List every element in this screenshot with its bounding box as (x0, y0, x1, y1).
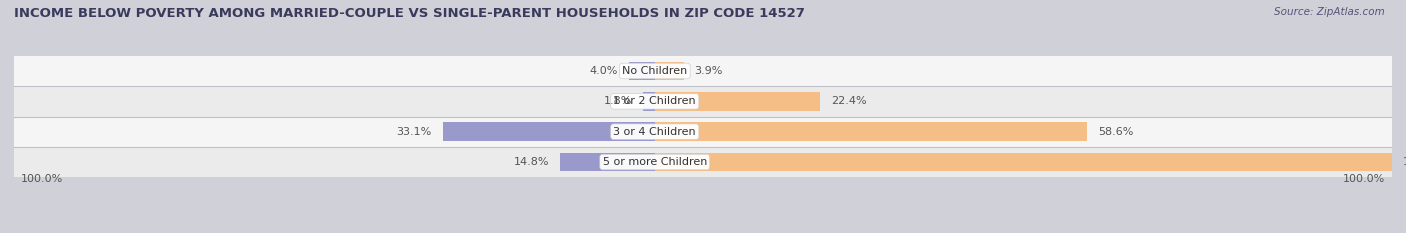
Text: 22.4%: 22.4% (831, 96, 866, 106)
Bar (643, 92, 655, 111)
Text: 14.8%: 14.8% (513, 157, 548, 167)
Text: 1.8%: 1.8% (603, 96, 633, 106)
Text: 58.6%: 58.6% (1098, 127, 1133, 137)
Bar (655, 62, 683, 80)
Text: 5 or more Children: 5 or more Children (603, 157, 707, 167)
Text: 100.0%: 100.0% (1403, 157, 1406, 167)
Bar (655, 153, 1392, 171)
Bar (655, 92, 820, 111)
Bar (655, 122, 1087, 141)
Text: Source: ZipAtlas.com: Source: ZipAtlas.com (1274, 7, 1385, 17)
Text: 1 or 2 Children: 1 or 2 Children (613, 96, 696, 106)
Text: No Children: No Children (621, 66, 688, 76)
Bar (14, 147, 1392, 177)
Text: 33.1%: 33.1% (396, 127, 432, 137)
Text: INCOME BELOW POVERTY AMONG MARRIED-COUPLE VS SINGLE-PARENT HOUSEHOLDS IN ZIP COD: INCOME BELOW POVERTY AMONG MARRIED-COUPL… (14, 7, 804, 20)
Text: 3 or 4 Children: 3 or 4 Children (613, 127, 696, 137)
Text: 100.0%: 100.0% (1343, 174, 1385, 184)
Bar (443, 122, 655, 141)
Text: 3.9%: 3.9% (695, 66, 723, 76)
Text: 4.0%: 4.0% (589, 66, 619, 76)
Bar (14, 56, 1392, 86)
Bar (14, 116, 1392, 147)
Bar (560, 153, 655, 171)
Bar (14, 86, 1392, 116)
Bar (628, 62, 655, 80)
Text: 100.0%: 100.0% (21, 174, 63, 184)
